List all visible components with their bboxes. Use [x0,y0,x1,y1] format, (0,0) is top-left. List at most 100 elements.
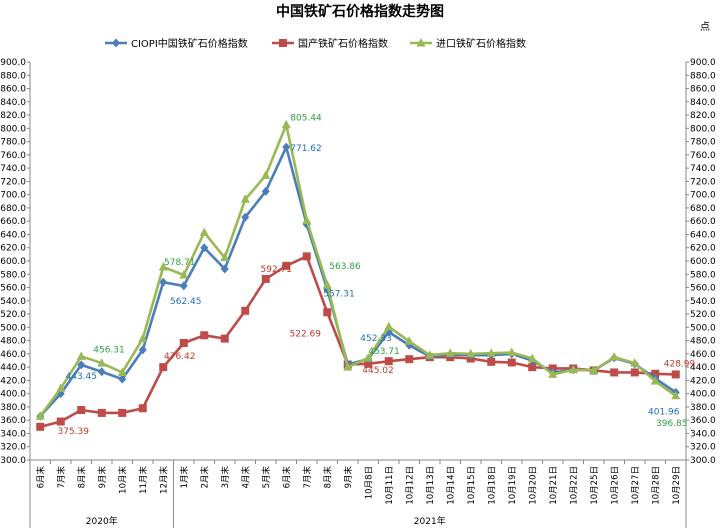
data-point-2 [138,333,148,343]
data-point-1 [220,334,229,343]
y-tick-label-left: 600.0 [0,257,26,267]
data-point-2 [384,321,394,331]
x-tick-label: 4月末 [240,466,251,489]
data-point-2 [466,348,476,358]
data-point-0 [159,277,168,287]
y-tick-label-left: 680.0 [0,204,26,214]
y-tick-label-left: 740.0 [0,164,26,174]
data-point-1 [507,358,516,367]
data-label: 453.71 [368,347,400,357]
data-point-0 [179,281,188,291]
year-label: 2021年 [414,515,446,527]
data-point-0 [118,374,127,384]
y-tick-label-left: 760.0 [0,151,26,161]
data-point-0 [77,360,86,370]
data-point-2 [486,348,496,357]
data-point-2 [445,348,455,357]
data-point-2 [609,352,619,361]
x-tick-label: 10月28日 [651,466,661,505]
x-tick-label: 10月20日 [528,466,538,505]
series-line-2 [39,123,677,417]
y-tick-label-right: 520.0 [690,310,716,320]
data-point-1 [261,274,270,283]
data-label: 452.33 [360,334,392,344]
data-label: 401.96 [648,407,680,417]
y-tick-label-right: 700.0 [690,191,716,201]
data-label: 592.71 [261,265,293,275]
data-point-1 [118,408,127,417]
y-tick-label-right: 820.0 [690,111,716,121]
y-tick-label-left: 880.0 [0,71,26,81]
data-point-1 [241,306,250,315]
data-point-2 [548,369,558,378]
y-tick-label-right: 480.0 [690,337,716,347]
data-point-2 [117,367,127,376]
x-tick-label: 9月末 [97,466,108,489]
data-point-1 [138,404,147,413]
data-point-1 [159,363,168,372]
y-tick-label-right: 320.0 [690,443,716,453]
x-tick-label: 8月末 [76,466,87,489]
x-tick-label: 7月末 [56,466,67,489]
series-line-0 [39,145,677,418]
data-label: 375.39 [58,427,90,437]
data-point-0 [200,243,209,253]
series-line-1 [39,255,676,429]
data-point-2 [404,336,414,345]
y-tick-label-right: 540.0 [690,297,716,307]
data-label: 443.45 [66,372,98,382]
y-tick-label-right: 900.0 [690,58,716,68]
y-tick-label-left: 560.0 [0,284,26,294]
y-tick-label-left: 720.0 [0,177,26,187]
y-tick-label-left: 420.0 [0,376,26,386]
data-point-2 [363,353,373,362]
data-point-2 [179,270,189,279]
data-point-1 [384,357,393,366]
y-tick-label-right: 740.0 [690,164,716,174]
data-point-1 [282,261,291,270]
y-tick-label-right: 860.0 [690,85,716,95]
data-point-1 [200,331,209,340]
data-point-1 [323,308,332,317]
y-tick-label-right: 640.0 [690,230,716,240]
x-tick-label: 2月末 [199,466,210,489]
y-tick-label-left: 400.0 [0,390,26,400]
data-point-2 [158,261,168,271]
x-tick-label: 10月26日 [610,466,620,505]
data-label: 562.45 [170,297,202,307]
x-tick-label: 5月末 [261,466,272,489]
y-tick-label-left: 360.0 [0,416,26,426]
legend-marker [112,38,120,48]
y-tick-label-left: 380.0 [0,403,26,413]
data-label: 563.86 [329,262,361,272]
x-tick-label: 10月12日 [405,466,415,505]
y-tick-label-right: 400.0 [690,390,716,400]
y-tick-label-left: 640.0 [0,230,26,240]
x-tick-label: 6月末 [281,466,292,489]
y-tick-label-right: 880.0 [690,71,716,81]
y-tick-label-right: 720.0 [690,177,716,187]
legend-label: 国产铁矿石价格指数 [298,37,388,50]
y-tick-label-right: 600.0 [690,257,716,267]
data-point-1 [302,252,311,261]
y-tick-label-left: 700.0 [0,191,26,201]
y-tick-label-right: 800.0 [690,124,716,134]
data-point-2 [650,376,660,385]
data-point-2 [568,364,578,374]
data-point-2 [302,215,312,225]
legend-marker [279,39,287,47]
data-point-2 [343,362,353,371]
y-tick-label-left: 460.0 [0,350,26,360]
data-point-0 [241,212,250,222]
y-tick-label-right: 380.0 [690,403,716,413]
x-tick-label: 1月末 [179,466,190,489]
data-point-2 [630,358,640,367]
y-tick-label-right: 420.0 [690,376,716,386]
y-tick-label-right: 840.0 [690,98,716,108]
y-tick-label-right: 760.0 [690,151,716,161]
y-tick-label-left: 480.0 [0,337,26,347]
y-tick-label-right: 440.0 [690,363,716,373]
x-tick-label: 11月末 [138,466,149,494]
data-point-2 [425,350,435,359]
